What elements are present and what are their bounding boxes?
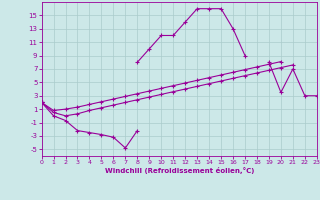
X-axis label: Windchill (Refroidissement éolien,°C): Windchill (Refroidissement éolien,°C) [105, 167, 254, 174]
